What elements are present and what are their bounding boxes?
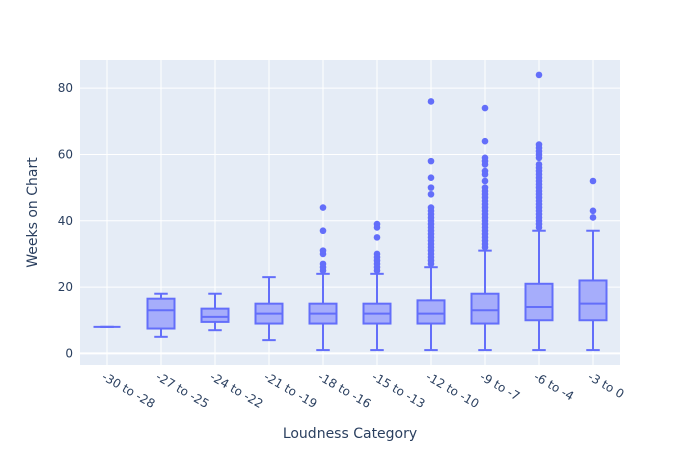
outlier-point[interactable] xyxy=(535,141,543,148)
box-4[interactable] xyxy=(254,276,284,342)
outlier-point[interactable] xyxy=(481,184,489,191)
y-tick-label: 80 xyxy=(58,81,73,95)
y-tick-label: 20 xyxy=(58,280,73,294)
outlier-point[interactable] xyxy=(427,174,435,181)
outlier-point[interactable] xyxy=(319,227,327,235)
outlier-point[interactable] xyxy=(535,161,543,168)
x-tick-label: -24 to -22 xyxy=(208,369,266,411)
box-iqr[interactable] xyxy=(470,292,500,325)
box-9[interactable] xyxy=(524,71,554,352)
outlier-point[interactable] xyxy=(373,250,381,258)
outlier-point[interactable] xyxy=(481,167,489,175)
x-tick-label: -27 to -25 xyxy=(154,369,212,411)
outlier-point[interactable] xyxy=(481,137,489,145)
x-tick-label: -21 to -19 xyxy=(262,369,320,411)
x-axis-title: Loudness Category xyxy=(283,426,417,442)
x-tick-label: -3 to 0 xyxy=(586,369,627,401)
box-5[interactable] xyxy=(308,204,338,352)
box-iqr[interactable] xyxy=(524,282,554,322)
y-tick-label: 40 xyxy=(58,214,73,228)
outlier-point[interactable] xyxy=(427,98,435,105)
box-6[interactable] xyxy=(362,220,392,352)
outlier-point[interactable] xyxy=(427,204,435,211)
y-tick-label: 60 xyxy=(58,147,73,161)
box-8[interactable] xyxy=(470,104,500,352)
outlier-point[interactable] xyxy=(427,157,435,165)
x-tick-label: -15 to -13 xyxy=(370,369,428,411)
outlier-point[interactable] xyxy=(319,247,327,254)
outlier-point[interactable] xyxy=(481,154,489,162)
outlier-point[interactable] xyxy=(589,207,597,215)
x-tick-label: -9 to -7 xyxy=(478,369,523,403)
y-axis-title: Weeks on Chart xyxy=(25,157,41,268)
outlier-point[interactable] xyxy=(319,260,327,268)
outlier-point[interactable] xyxy=(589,177,597,185)
y-tick-label: 0 xyxy=(65,346,73,360)
outlier-point[interactable] xyxy=(319,204,327,211)
x-tick-label: -6 to -4 xyxy=(532,369,577,403)
box-3[interactable] xyxy=(200,292,230,332)
outlier-point[interactable] xyxy=(589,214,597,221)
box-series[interactable] xyxy=(93,71,608,352)
box-iqr[interactable] xyxy=(578,279,608,322)
outlier-point[interactable] xyxy=(373,220,381,228)
outlier-point[interactable] xyxy=(427,184,435,191)
outlier-point[interactable] xyxy=(427,190,435,198)
outlier-point[interactable] xyxy=(373,234,381,241)
x-axis: -30 to -28-27 to -25-24 to -22-21 to -19… xyxy=(100,369,627,411)
box-iqr[interactable] xyxy=(146,297,176,330)
outlier-point[interactable] xyxy=(535,71,543,79)
x-tick-label: -18 to -16 xyxy=(316,369,374,411)
box-2[interactable] xyxy=(146,292,176,338)
x-tick-label: -30 to -28 xyxy=(100,369,158,411)
box-10[interactable] xyxy=(578,177,608,352)
box-iqr[interactable] xyxy=(200,307,230,323)
box-iqr[interactable] xyxy=(416,299,446,325)
y-axis: 0 20 40 60 80 xyxy=(58,81,73,360)
box-7[interactable] xyxy=(416,98,446,352)
outlier-point[interactable] xyxy=(481,177,489,185)
outlier-point[interactable] xyxy=(481,104,489,112)
x-tick-label: -12 to -10 xyxy=(424,369,482,411)
